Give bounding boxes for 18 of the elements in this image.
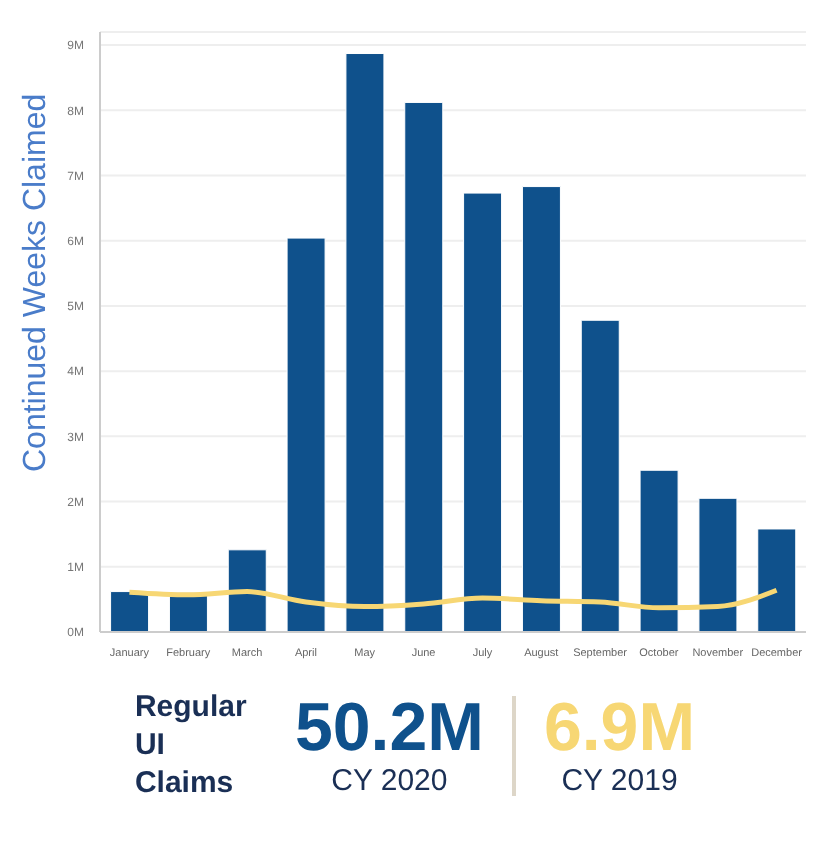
y-axis-title: Continued Weeks Claimed (19, 93, 54, 472)
bar (580, 319, 620, 632)
bar (521, 186, 561, 632)
text: 6.9M (543, 690, 696, 766)
bar (227, 549, 267, 632)
text: 50.2M (294, 690, 484, 766)
bar (345, 53, 385, 632)
line-series (126, 587, 780, 611)
text: CY 2019 (559, 764, 680, 798)
bar (757, 528, 797, 632)
text: Regular UI Claims (134, 688, 249, 802)
bar (110, 591, 150, 632)
bar (639, 469, 679, 632)
bar (463, 192, 503, 632)
bar (698, 497, 738, 632)
bar (404, 101, 444, 632)
text: CY 2020 (329, 764, 450, 798)
bar (286, 237, 326, 632)
